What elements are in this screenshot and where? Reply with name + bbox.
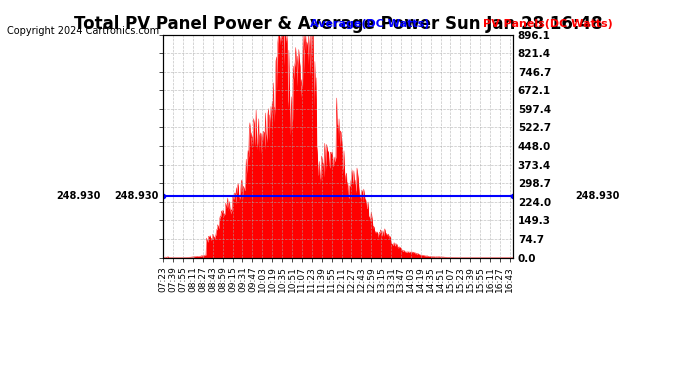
Text: Average(DC Watts): Average(DC Watts) (310, 19, 430, 29)
Title: Total PV Panel Power & Average Power Sun Jan 28 16:48: Total PV Panel Power & Average Power Sun… (74, 15, 602, 33)
Text: 248.930: 248.930 (575, 190, 620, 201)
Text: 248.930: 248.930 (57, 190, 101, 201)
Text: 248.930: 248.930 (114, 190, 158, 201)
Text: PV Panels(DC Watts): PV Panels(DC Watts) (483, 19, 613, 29)
Text: Copyright 2024 Cartronics.com: Copyright 2024 Cartronics.com (7, 26, 159, 36)
